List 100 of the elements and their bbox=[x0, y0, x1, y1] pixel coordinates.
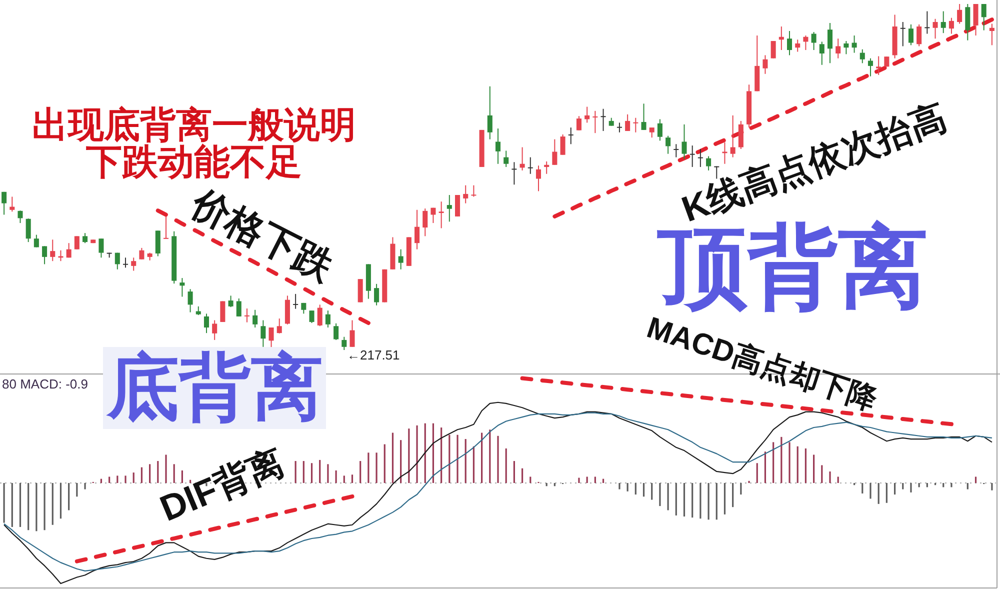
candlestick bbox=[463, 184, 468, 204]
annotation: 底背离 bbox=[106, 348, 323, 428]
candlestick bbox=[220, 300, 226, 322]
candlestick bbox=[536, 165, 541, 192]
candlestick bbox=[317, 304, 322, 327]
candlestick bbox=[74, 236, 80, 250]
candlestick bbox=[722, 142, 728, 164]
annotation: DIF背离 bbox=[154, 441, 290, 529]
candlestick bbox=[730, 114, 736, 158]
candlestick bbox=[276, 318, 282, 334]
candlestick bbox=[293, 293, 298, 310]
candlestick bbox=[414, 209, 420, 250]
candlestick bbox=[706, 156, 712, 171]
candlestick bbox=[844, 40, 849, 55]
candlestick bbox=[948, 17, 954, 34]
candlestick bbox=[66, 242, 72, 258]
candlestick bbox=[212, 320, 218, 340]
candlestick bbox=[252, 309, 258, 328]
candlestick bbox=[916, 24, 922, 47]
candlestick bbox=[568, 127, 574, 145]
annotation: 出现底背离一般说明下跌动能不足 bbox=[32, 104, 356, 182]
candlestick bbox=[989, 23, 994, 46]
candlestick bbox=[139, 247, 144, 260]
candlestick bbox=[309, 310, 314, 324]
candlestick bbox=[641, 103, 646, 130]
candlestick bbox=[787, 30, 792, 56]
candlestick bbox=[325, 310, 330, 328]
candlestick bbox=[512, 162, 517, 186]
annotation: 价格下跌 bbox=[182, 182, 340, 290]
candlestick bbox=[430, 207, 436, 224]
candlestick bbox=[811, 32, 816, 51]
candlestick bbox=[114, 252, 120, 270]
candlestick bbox=[244, 308, 250, 323]
candlestick bbox=[981, 4, 986, 31]
candlestick bbox=[584, 106, 590, 124]
candlestick bbox=[770, 40, 776, 59]
candlestick bbox=[123, 257, 128, 268]
candlestick bbox=[82, 232, 88, 244]
candlestick bbox=[957, 4, 962, 24]
candlestick bbox=[58, 250, 64, 262]
candlestick bbox=[868, 58, 873, 77]
candlestick bbox=[10, 196, 15, 212]
candlestick bbox=[350, 320, 355, 348]
candlestick bbox=[965, 4, 970, 41]
candlestick bbox=[2, 191, 7, 216]
candlestick bbox=[973, 4, 978, 36]
candlestick bbox=[260, 320, 266, 348]
candlestick bbox=[422, 208, 428, 237]
candlestick bbox=[852, 34, 857, 54]
candlestick bbox=[860, 48, 865, 64]
annotation: ←217.51 bbox=[347, 348, 400, 362]
candlestick bbox=[560, 134, 566, 156]
candlestick bbox=[358, 278, 363, 303]
candlestick bbox=[616, 122, 622, 133]
candlestick bbox=[932, 18, 938, 40]
candlestick bbox=[576, 116, 582, 131]
candlestick bbox=[34, 234, 39, 248]
candlestick bbox=[188, 288, 193, 313]
candlestick bbox=[592, 110, 598, 134]
candlestick bbox=[657, 118, 662, 142]
candlestick bbox=[738, 120, 744, 150]
candlestick bbox=[690, 145, 695, 168]
candlestick bbox=[236, 298, 242, 317]
candlestick bbox=[908, 24, 914, 46]
candlestick bbox=[600, 108, 606, 132]
candlestick bbox=[471, 184, 476, 198]
candlestick bbox=[438, 201, 444, 229]
candlestick bbox=[26, 218, 31, 243]
candlestick bbox=[698, 148, 703, 168]
candlestick bbox=[940, 10, 946, 34]
candlestick bbox=[924, 10, 930, 34]
candlestick bbox=[455, 194, 460, 217]
candlestick bbox=[204, 313, 209, 334]
candlestick bbox=[827, 22, 833, 64]
candlestick bbox=[446, 194, 452, 222]
candlestick bbox=[625, 114, 630, 132]
candlestick bbox=[674, 144, 679, 158]
candlestick bbox=[666, 135, 671, 154]
candlestick bbox=[876, 56, 882, 76]
candlestick bbox=[342, 336, 347, 350]
candlestick bbox=[633, 117, 638, 133]
candlestick bbox=[98, 238, 104, 258]
candlestick bbox=[42, 246, 48, 265]
candlestick bbox=[374, 283, 380, 306]
candlestick bbox=[228, 295, 234, 308]
candlestick bbox=[398, 248, 404, 270]
annotation: 80 MACD: -0.9 bbox=[2, 376, 88, 392]
candlestick bbox=[155, 230, 160, 257]
candlestick bbox=[819, 41, 824, 66]
candlestick bbox=[836, 38, 841, 59]
candlestick bbox=[334, 322, 339, 340]
candlestick bbox=[487, 86, 492, 140]
candlestick bbox=[495, 128, 501, 164]
candlestick bbox=[900, 21, 906, 47]
candlestick bbox=[50, 239, 56, 262]
candlestick bbox=[762, 54, 768, 74]
candlestick bbox=[504, 150, 509, 168]
candlestick bbox=[18, 210, 23, 224]
candlestick bbox=[180, 278, 185, 298]
candlestick bbox=[682, 124, 687, 160]
